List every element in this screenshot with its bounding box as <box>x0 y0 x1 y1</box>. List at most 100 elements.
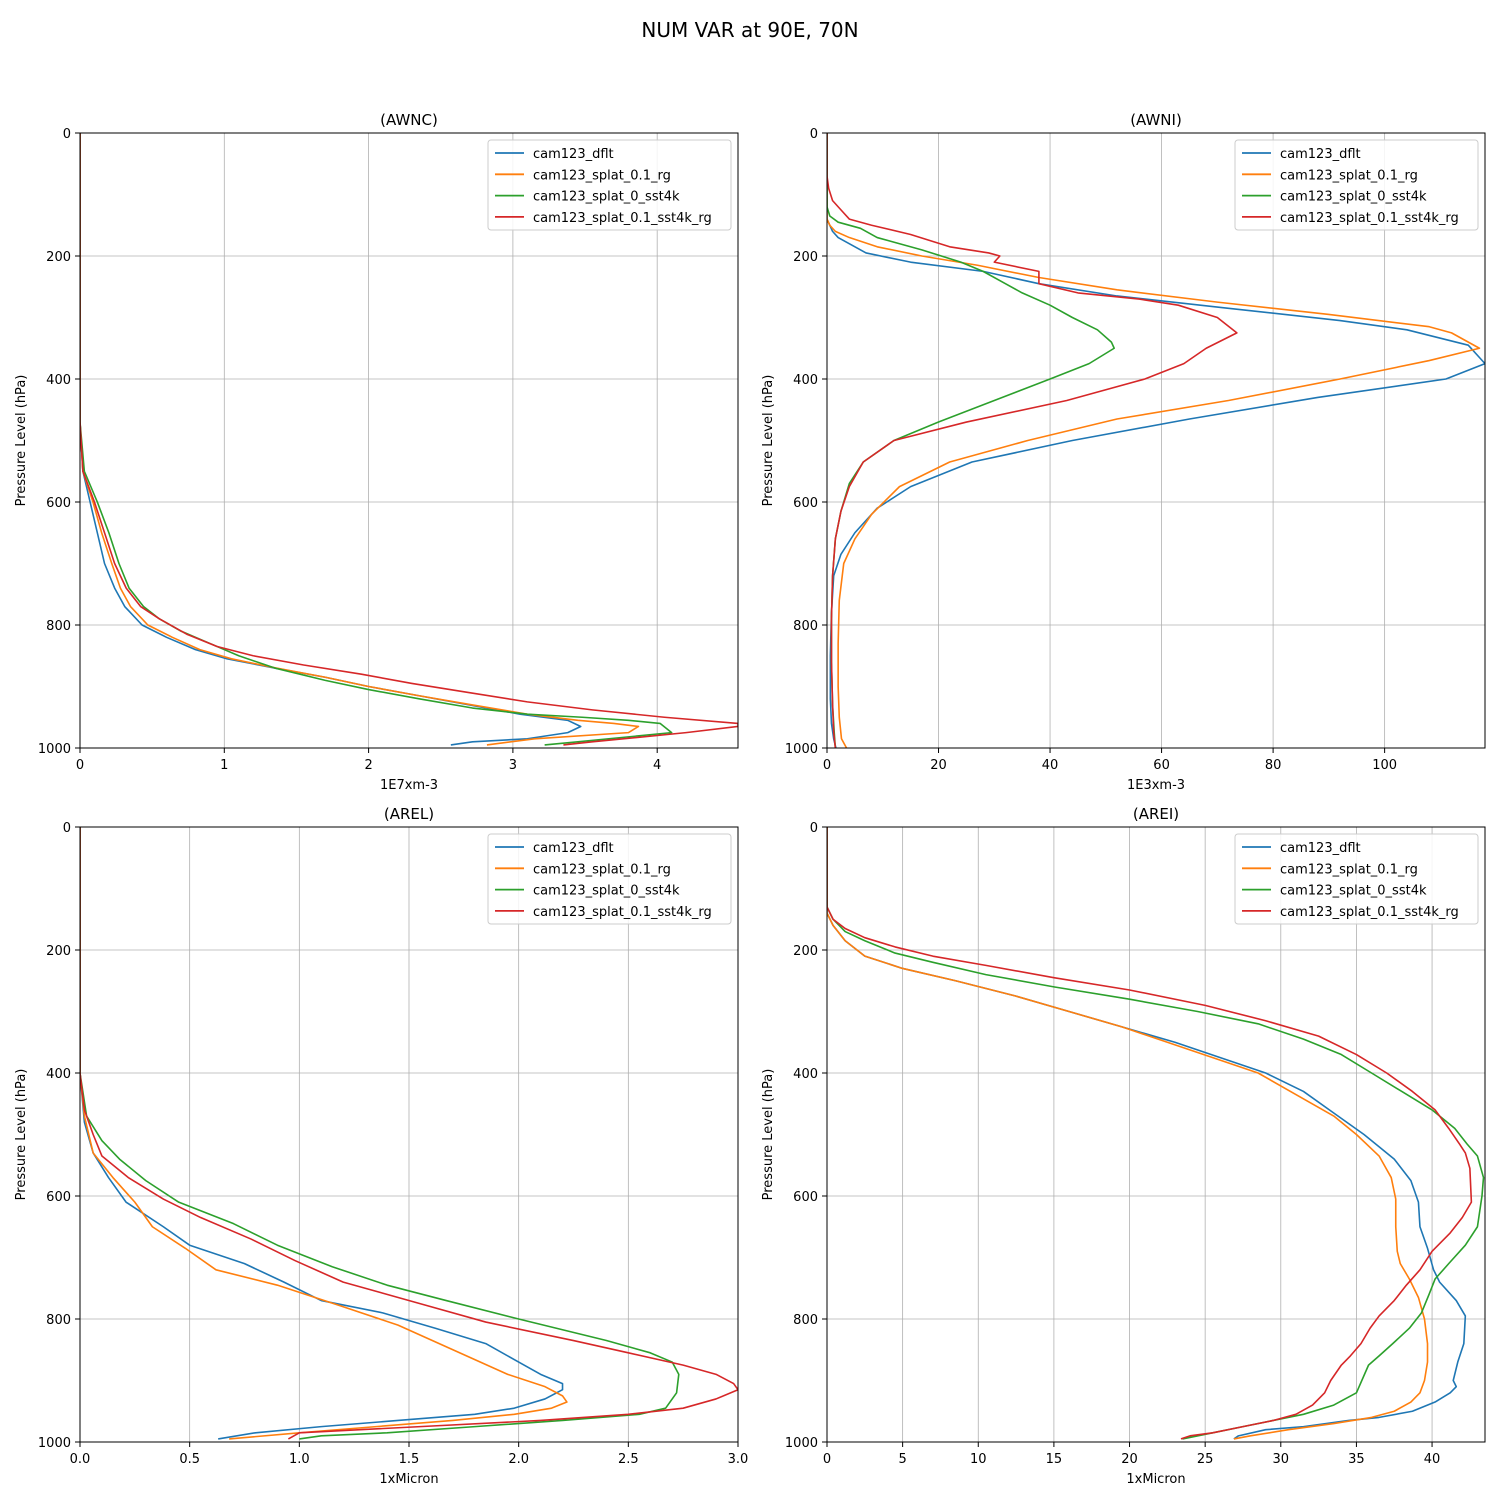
x-tick-label: 2.5 <box>618 1452 639 1467</box>
panel-title: (AREL) <box>384 805 434 823</box>
y-tick-label: 400 <box>46 373 71 388</box>
y-tick-label: 600 <box>793 496 818 511</box>
x-tick-label: 60 <box>1153 758 1170 773</box>
legend-entry: cam123_splat_0.1_sst4k_rg <box>533 211 712 226</box>
legend: cam123_dflt cam123_splat_0.1_rg cam123_spl… <box>1234 833 1479 925</box>
y-tick-label: 800 <box>793 1313 818 1328</box>
x-tick-label: 100 <box>1372 758 1397 773</box>
x-tick-label: 2.0 <box>508 1452 529 1467</box>
x-tick-label: 0 <box>76 758 84 773</box>
x-tick-label: 80 <box>1265 758 1282 773</box>
x-tick-label: 1.0 <box>289 1452 310 1467</box>
panel-title: (AWNC) <box>380 111 438 129</box>
y-tick-label: 0 <box>810 821 818 836</box>
y-tick-label: 200 <box>793 250 818 265</box>
x-tick-label: 35 <box>1348 1452 1365 1467</box>
y-tick-label: 1000 <box>38 742 71 757</box>
plot-frame <box>826 132 1486 749</box>
x-tick-label: 1 <box>220 758 228 773</box>
legend-entry: cam123_splat_0_sst4k <box>1280 884 1427 899</box>
y-tick-label: 800 <box>793 619 818 634</box>
legend: cam123_dflt cam123_splat_0.1_rg cam123_spl… <box>1234 139 1479 231</box>
legend-entry: cam123_dflt <box>533 841 614 856</box>
panels: 0 1 2 3 402004006008001000(AWNC)1E7xm-3Press… <box>14 111 1486 1487</box>
x-tick-label: 10 <box>970 1452 987 1467</box>
figure-title: NUM VAR at 90E, 70N <box>641 18 858 42</box>
y-tick-label: 400 <box>46 1067 71 1082</box>
x-axis-label: 1E7xm-3 <box>380 778 438 793</box>
series-line-cam123_splat_0_sst4k <box>80 133 673 746</box>
legend-entry: cam123_splat_0_sst4k <box>533 190 680 205</box>
series-line-cam123_splat_0.1_sst4k_rg <box>80 133 738 746</box>
series-line-cam123_splat_0.1_sst4k_rg <box>80 827 738 1440</box>
legend-entry: cam123_dflt <box>533 147 614 162</box>
legend-entry: cam123_splat_0.1_sst4k_rg <box>1280 211 1459 226</box>
panel-title: (AREI) <box>1133 805 1179 823</box>
x-tick-label: 0.5 <box>179 1452 200 1467</box>
series-line-cam123_splat_0.1_rg <box>80 827 568 1440</box>
panel-2: 0 20 40 60 80 10002004006008001000(AWNI)1E3xm… <box>761 111 1486 793</box>
panel-title: (AWNI) <box>1130 111 1182 129</box>
y-tick-label: 400 <box>793 373 818 388</box>
plot-frame <box>79 132 739 749</box>
x-tick-label: 1.5 <box>399 1452 420 1467</box>
legend-entry: cam123_dflt <box>1280 841 1361 856</box>
x-tick-label: 0 <box>823 1452 831 1467</box>
y-tick-label: 600 <box>46 1190 71 1205</box>
series-line-cam123_splat_0.1_sst4k_rg <box>827 133 1238 748</box>
x-tick-label: 40 <box>1042 758 1059 773</box>
x-axis-label: 1E3xm-3 <box>1127 778 1185 793</box>
legend-entry: cam123_splat_0.1_sst4k_rg <box>533 905 712 920</box>
legend-box <box>487 833 732 925</box>
legend: cam123_dflt cam123_splat_0.1_rg cam123_spl… <box>487 833 732 925</box>
y-tick-label: 0 <box>63 821 71 836</box>
legend-box <box>1234 139 1479 231</box>
legend-entry: cam123_splat_0.1_rg <box>533 168 671 183</box>
legend: cam123_dflt cam123_splat_0.1_rg cam123_spl… <box>487 139 732 231</box>
y-tick-label: 800 <box>46 1313 71 1328</box>
x-tick-label: 20 <box>930 758 947 773</box>
legend-box <box>1234 833 1479 925</box>
panel-3: 0.0 0.5 1.0 1.5 2.0 2.5 3.0 0 200 400 600 800 1000 (A… <box>14 805 748 1487</box>
series-line-cam123_dflt <box>80 827 564 1440</box>
y-tick-label: 1000 <box>38 1436 71 1451</box>
x-tick-label: 3 <box>509 758 517 773</box>
x-tick-label: 4 <box>653 758 661 773</box>
x-tick-label: 3.0 <box>728 1452 749 1467</box>
y-tick-label: 200 <box>793 944 818 959</box>
y-tick-label: 600 <box>46 496 71 511</box>
series-line-cam123_splat_0.1_rg <box>827 133 1481 748</box>
y-tick-label: 0 <box>63 127 71 142</box>
series-line-cam123_splat_0.1_rg <box>827 827 1429 1440</box>
y-tick-label: 400 <box>793 1067 818 1082</box>
legend-entry: cam123_splat_0.1_rg <box>533 862 671 877</box>
legend-entry: cam123_splat_0.1_rg <box>1280 862 1418 877</box>
series-line-cam123_splat_0_sst4k <box>827 827 1485 1440</box>
y-tick-label: 1000 <box>785 1436 818 1451</box>
x-tick-label: 0 <box>823 758 831 773</box>
y-tick-label: 600 <box>793 1190 818 1205</box>
x-tick-label: 0.0 <box>70 1452 91 1467</box>
y-axis-label: Pressure Level (hPa) <box>761 1069 776 1201</box>
panel-4: 0 5 10 15 20 25 30 35 4002004006008001000(AREI)1… <box>761 805 1486 1487</box>
x-tick-label: 25 <box>1197 1452 1214 1467</box>
series-line-cam123_splat_0_sst4k <box>80 827 680 1440</box>
x-tick-label: 2 <box>364 758 372 773</box>
y-axis-label: Pressure Level (hPa) <box>14 375 29 507</box>
legend-box <box>487 139 732 231</box>
panel-1: 0 1 2 3 4 0 200 400 600 800 1000 (AWNC) 1E7xm-3 Press… <box>14 111 739 793</box>
legend-entry: cam123_splat_0_sst4k <box>1280 190 1427 205</box>
legend-entry: cam123_splat_0_sst4k <box>533 884 680 899</box>
x-axis-label: 1xMicron <box>379 1472 438 1487</box>
x-tick-label: 15 <box>1046 1452 1063 1467</box>
series-line-cam123_splat_0.1_rg <box>80 133 640 746</box>
series-line-cam123_splat_0.1_sst4k_rg <box>827 827 1473 1440</box>
x-tick-label: 5 <box>898 1452 906 1467</box>
plot-frame <box>826 826 1486 1443</box>
y-tick-label: 800 <box>46 619 71 634</box>
legend-entry: cam123_splat_0.1_sst4k_rg <box>1280 905 1459 920</box>
x-tick-label: 30 <box>1273 1452 1290 1467</box>
y-tick-label: 200 <box>46 944 71 959</box>
legend-entry: cam123_dflt <box>1280 147 1361 162</box>
